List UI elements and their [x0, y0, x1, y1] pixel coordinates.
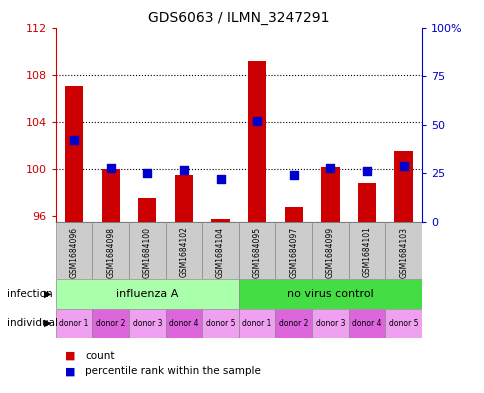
Bar	[239, 279, 421, 309]
Text: ▶: ▶	[44, 318, 51, 328]
Bar	[393, 151, 412, 222]
Bar	[129, 309, 166, 338]
Point	[363, 168, 370, 174]
Text: donor 2: donor 2	[96, 319, 125, 328]
Point	[106, 164, 114, 171]
Bar	[138, 198, 156, 222]
Bar	[384, 222, 421, 279]
Text: GSM1684100: GSM1684100	[142, 227, 151, 277]
Point	[326, 164, 333, 171]
Text: donor 5: donor 5	[205, 319, 235, 328]
Text: GSM1684101: GSM1684101	[362, 227, 371, 277]
Text: count: count	[85, 351, 114, 361]
Text: individual: individual	[7, 318, 58, 328]
Bar	[166, 222, 202, 279]
Bar	[320, 167, 339, 222]
Text: GSM1684104: GSM1684104	[215, 227, 225, 277]
Bar	[357, 183, 376, 222]
Text: GSM1684102: GSM1684102	[179, 227, 188, 277]
Point	[70, 137, 78, 143]
Text: GSM1684098: GSM1684098	[106, 227, 115, 277]
Bar	[211, 219, 229, 222]
Bar	[56, 222, 92, 279]
Text: percentile rank within the sample: percentile rank within the sample	[85, 366, 260, 376]
Text: GSM1684096: GSM1684096	[69, 227, 78, 278]
Text: influenza A: influenza A	[116, 289, 178, 299]
Bar	[56, 309, 92, 338]
Bar	[129, 222, 166, 279]
Text: donor 4: donor 4	[351, 319, 381, 328]
Bar	[348, 222, 385, 279]
Bar	[275, 309, 312, 338]
Point	[143, 170, 151, 176]
Bar	[284, 207, 302, 222]
Point	[289, 172, 297, 178]
Bar	[202, 309, 239, 338]
Bar	[202, 222, 239, 279]
Text: donor 2: donor 2	[278, 319, 308, 328]
Point	[399, 162, 407, 169]
Bar	[312, 309, 348, 338]
Bar	[275, 222, 312, 279]
Text: no virus control: no virus control	[287, 289, 373, 299]
Bar	[384, 309, 421, 338]
Text: ▶: ▶	[44, 289, 51, 299]
Title: GDS6063 / ILMN_3247291: GDS6063 / ILMN_3247291	[148, 11, 329, 25]
Text: donor 5: donor 5	[388, 319, 418, 328]
Bar	[239, 309, 275, 338]
Bar	[174, 175, 193, 222]
Text: donor 1: donor 1	[242, 319, 272, 328]
Text: GSM1684099: GSM1684099	[325, 227, 334, 278]
Text: infection: infection	[7, 289, 53, 299]
Bar	[348, 309, 385, 338]
Bar	[239, 222, 275, 279]
Text: donor 4: donor 4	[169, 319, 198, 328]
Bar	[65, 86, 83, 222]
Point	[180, 166, 187, 173]
Bar	[312, 222, 348, 279]
Text: donor 3: donor 3	[132, 319, 162, 328]
Text: ■: ■	[65, 351, 76, 361]
Text: donor 3: donor 3	[315, 319, 345, 328]
Bar	[92, 309, 129, 338]
Bar	[56, 279, 239, 309]
Text: GSM1684095: GSM1684095	[252, 227, 261, 278]
Bar	[101, 169, 120, 222]
Bar	[166, 309, 202, 338]
Point	[216, 176, 224, 182]
Bar	[92, 222, 129, 279]
Text: GSM1684097: GSM1684097	[288, 227, 298, 278]
Point	[253, 118, 260, 124]
Text: donor 1: donor 1	[59, 319, 89, 328]
Text: ■: ■	[65, 366, 76, 376]
Text: GSM1684103: GSM1684103	[398, 227, 408, 277]
Bar	[247, 61, 266, 222]
